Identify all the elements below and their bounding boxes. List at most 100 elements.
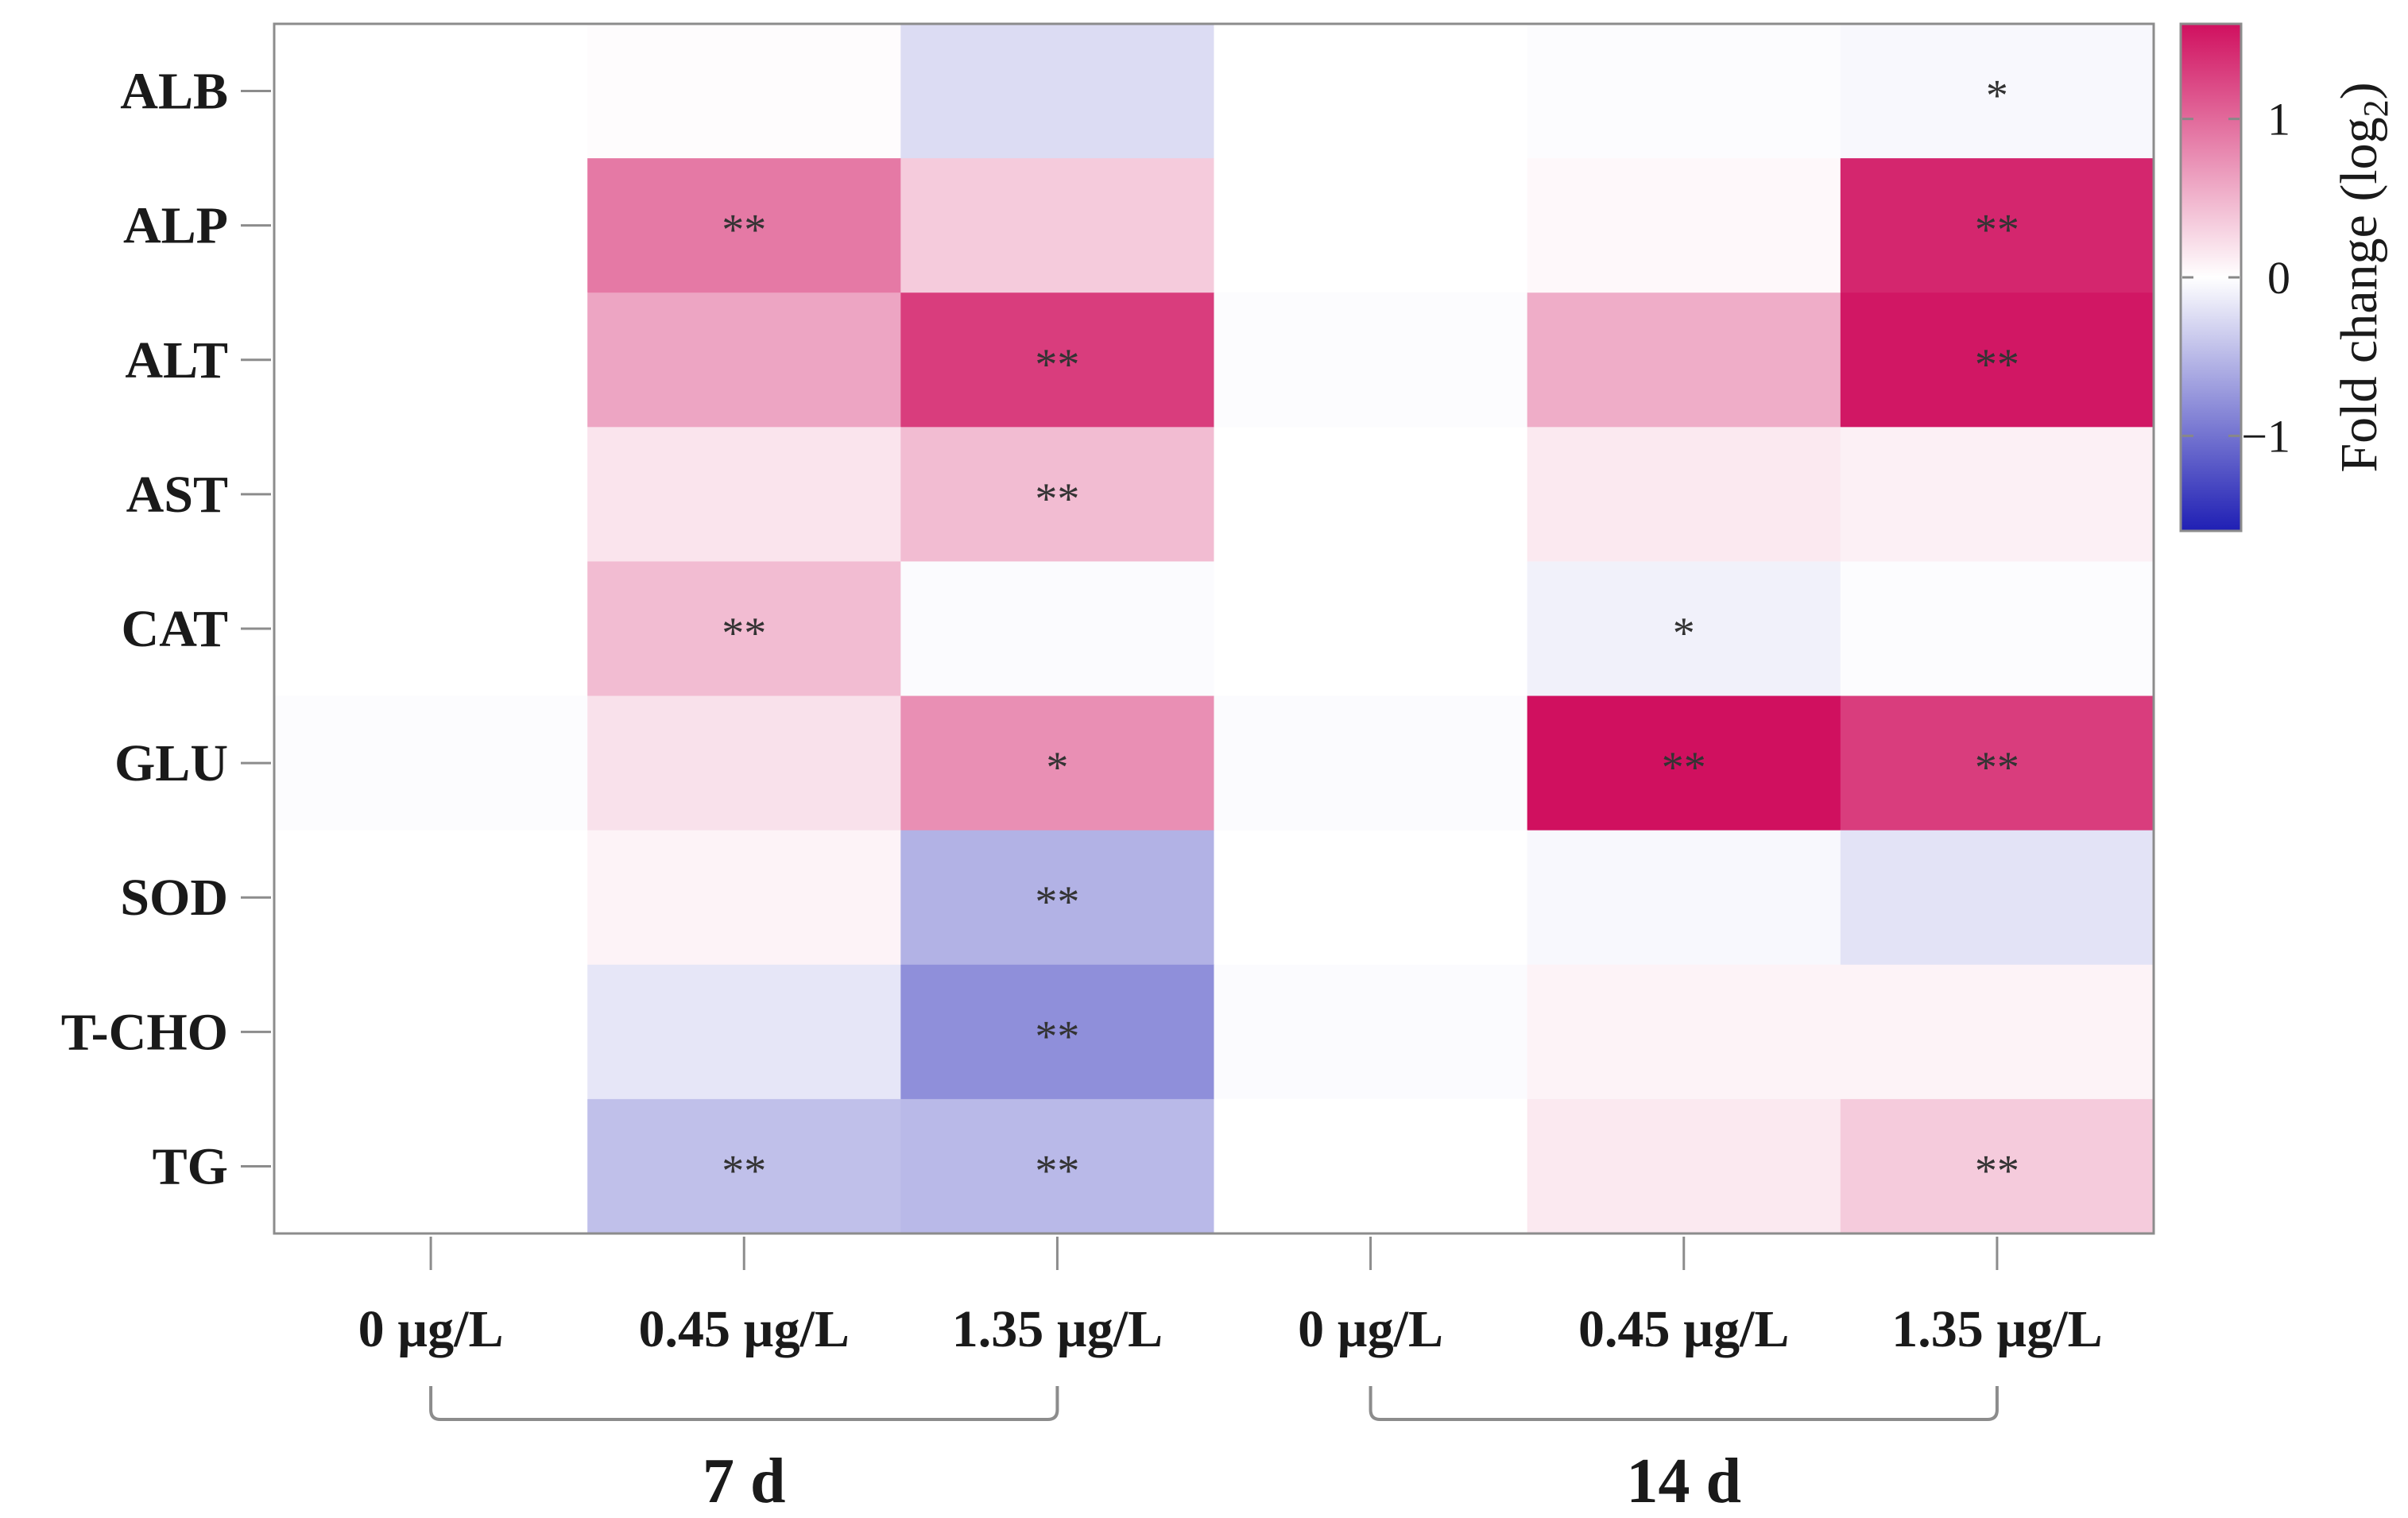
row-label: T-CHO xyxy=(61,1003,228,1061)
heatmap-cell xyxy=(1527,24,1841,159)
heatmap-cell xyxy=(1214,292,1528,428)
heatmap-cell xyxy=(1840,24,2154,159)
heatmap-cell xyxy=(587,158,901,293)
row-label: GLU xyxy=(114,734,228,792)
row-label: ALP xyxy=(123,197,228,255)
heatmap-cell xyxy=(1527,292,1841,428)
heatmap-cell xyxy=(587,1098,901,1234)
significance-marker: ** xyxy=(1975,206,2019,255)
colorbar: 1 0 −1 Fold change (log2) xyxy=(2179,22,2395,532)
heatmap-cell xyxy=(1840,427,2154,563)
row-label: SOD xyxy=(120,869,228,927)
heatmap-cell xyxy=(274,695,588,831)
heatmap-cell xyxy=(1214,1098,1528,1234)
row-label: AST xyxy=(126,466,228,524)
column-label: 0 µg/L xyxy=(358,1300,504,1358)
row-label: CAT xyxy=(122,600,228,658)
column-label: 0.45 µg/L xyxy=(1578,1300,1789,1358)
significance-markers: *** **** ****** ** ** ******** ** ** xyxy=(722,72,2019,1196)
heatmap-cell xyxy=(900,964,1215,1100)
heatmap-cell xyxy=(900,561,1215,697)
group-brackets: 7 d 14 d xyxy=(429,1386,1999,1516)
colorbar-tick-label: 1 xyxy=(2267,94,2290,145)
significance-marker: ** xyxy=(1975,340,2019,389)
heatmap-cell xyxy=(900,1098,1215,1234)
row-label: ALB xyxy=(120,63,228,121)
heatmap-cell xyxy=(900,830,1215,966)
column-label: 1.35 µg/L xyxy=(1891,1300,2102,1358)
group-label: 7 d xyxy=(703,1446,786,1516)
row-label: ALT xyxy=(125,331,228,389)
heatmap-cell xyxy=(1527,561,1841,697)
heatmap-cell xyxy=(900,695,1215,831)
column-label: 0 µg/L xyxy=(1298,1300,1443,1358)
heatmap-cell xyxy=(274,24,588,159)
heatmap-cell xyxy=(587,427,901,563)
plot-frame xyxy=(273,22,2155,1235)
heatmap-cell xyxy=(587,964,901,1100)
heatmap-cell xyxy=(274,830,588,966)
significance-marker: ** xyxy=(1035,877,1079,927)
significance-marker: ** xyxy=(1975,1146,2019,1195)
significance-marker: * xyxy=(1986,72,2008,121)
colorbar-tick-label: 0 xyxy=(2267,252,2290,304)
group-bracket xyxy=(429,1386,1059,1421)
heatmap-cells xyxy=(274,24,2154,1234)
heatmap-cell xyxy=(1214,964,1528,1100)
heatmap-cell xyxy=(274,158,588,293)
significance-marker: ** xyxy=(1975,743,2019,792)
heatmap-cell xyxy=(1214,695,1528,831)
heatmap-cell xyxy=(274,964,588,1100)
heatmap-cell xyxy=(587,292,901,428)
significance-marker: * xyxy=(1673,609,1695,658)
significance-marker: ** xyxy=(1035,1012,1079,1061)
heatmap-cell xyxy=(274,1098,588,1234)
heatmap-cell xyxy=(274,292,588,428)
significance-marker: ** xyxy=(1662,743,1706,792)
heatmap-cell xyxy=(1840,964,2154,1100)
heatmap-cell xyxy=(1840,695,2154,831)
heatmap-cell xyxy=(587,561,901,697)
heatmap-cell xyxy=(1214,158,1528,293)
heatmap-cell xyxy=(587,24,901,159)
heatmap-cell xyxy=(1214,561,1528,697)
heatmap-cell xyxy=(274,561,588,697)
heatmap-cell xyxy=(900,158,1215,293)
significance-marker: ** xyxy=(1035,1146,1079,1195)
heatmap-cell xyxy=(1527,964,1841,1100)
heatmap-cell xyxy=(1840,292,2154,428)
colorbar-tick-label: −1 xyxy=(2241,410,2290,462)
column-labels: 0 µg/L 0.45 µg/L 1.35 µg/L 0 µg/L 0.45 µg/L 1… xyxy=(358,1237,2103,1358)
group-bracket xyxy=(1369,1386,1999,1421)
heatmap-cell xyxy=(900,427,1215,563)
heatmap-cell xyxy=(274,427,588,563)
heatmap-cell xyxy=(1214,830,1528,966)
row-labels: ALB ALP ALT AST CAT GLU SOD T-CHO TG xyxy=(61,63,271,1195)
heatmap-cell xyxy=(587,830,901,966)
significance-marker: ** xyxy=(1035,474,1079,524)
heatmap-cell xyxy=(900,24,1215,159)
significance-marker: * xyxy=(1046,743,1068,792)
heatmap-cell xyxy=(1214,427,1528,563)
heatmap-cell xyxy=(1527,158,1841,293)
column-label: 1.35 µg/L xyxy=(952,1300,1163,1358)
colorbar-title: Fold change (log2) xyxy=(2330,82,2395,472)
heatmap-cell xyxy=(1840,1098,2154,1234)
heatmap-cell xyxy=(900,292,1215,428)
significance-marker: ** xyxy=(722,206,766,255)
significance-marker: ** xyxy=(1035,340,1079,389)
heatmap-cell xyxy=(1527,695,1841,831)
heatmap-cell xyxy=(1527,1098,1841,1234)
heatmap-cell xyxy=(1840,561,2154,697)
group-label: 14 d xyxy=(1627,1446,1742,1516)
significance-marker: ** xyxy=(722,609,766,658)
heatmap-cell xyxy=(1840,830,2154,966)
significance-marker: ** xyxy=(722,1146,766,1195)
heatmap-cell xyxy=(1527,830,1841,966)
heatmap-cell xyxy=(1527,427,1841,563)
heatmap-cell xyxy=(1214,24,1528,159)
row-label: TG xyxy=(153,1137,228,1195)
heatmap-cell xyxy=(587,695,901,831)
heatmap-cell xyxy=(1840,158,2154,293)
